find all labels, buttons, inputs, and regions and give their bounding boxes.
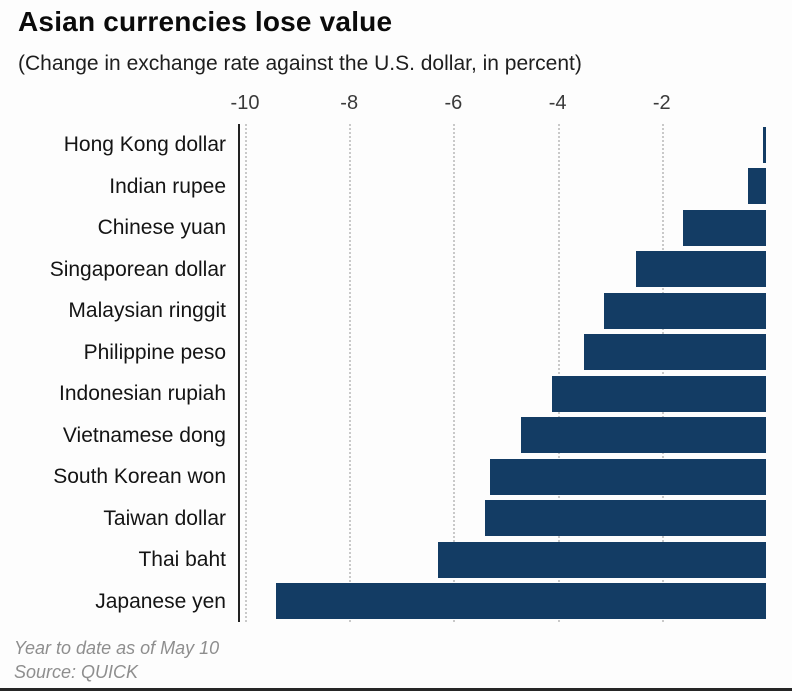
x-tick-label: -10 — [230, 92, 260, 114]
y-axis-line — [238, 124, 240, 622]
x-tick-label: -8 — [340, 92, 359, 114]
bar-japanese-yen — [276, 583, 766, 619]
gridline — [349, 124, 352, 622]
bar-malaysian-ringgit — [604, 292, 766, 329]
bar-philippine-peso — [583, 334, 766, 370]
bar-south-korean-won — [489, 458, 766, 495]
bar-hong-kong-dollar — [763, 126, 766, 163]
category-label: Japanese yen — [95, 589, 226, 613]
category-label: Indian rupee — [109, 174, 226, 198]
category-label: Vietnamese dong — [62, 423, 226, 447]
x-tick-label: -6 — [444, 92, 463, 114]
category-label: Singaporean dollar — [49, 257, 226, 281]
bar-chinese-yuan — [682, 209, 766, 246]
chart-subtitle: (Change in exchange rate against the U.S… — [18, 52, 582, 75]
gridline — [661, 124, 664, 622]
category-label: Indonesian rupiah — [59, 382, 226, 405]
source-note: Source: QUICK — [14, 662, 139, 682]
gridline — [557, 124, 560, 622]
category-label: Philippine peso — [83, 340, 226, 364]
category-label: Taiwan dollar — [103, 506, 226, 530]
chart-title: Asian currencies lose value — [18, 6, 393, 37]
category-label: Hong Kong dollar — [63, 133, 226, 156]
category-label: Chinese yuan — [97, 216, 226, 239]
bar-singaporean-dollar — [635, 251, 766, 287]
footnote: Year to date as of May 10 — [14, 638, 220, 658]
bar-thai-baht — [437, 541, 766, 578]
x-tick-label: -4 — [548, 92, 567, 114]
bar-indian-rupee — [747, 168, 766, 204]
category-label: Malaysian ringgit — [68, 299, 226, 322]
gridline — [453, 124, 456, 622]
x-tick-label: -2 — [652, 92, 671, 114]
bar-vietnamese-dong — [521, 417, 766, 453]
bottom-border — [0, 688, 792, 691]
category-label: Thai baht — [138, 548, 226, 571]
bar-indonesian-rupiah — [552, 375, 766, 412]
category-label: South Korean won — [53, 465, 226, 488]
gridline — [245, 124, 247, 622]
bar-taiwan-dollar — [484, 500, 766, 536]
